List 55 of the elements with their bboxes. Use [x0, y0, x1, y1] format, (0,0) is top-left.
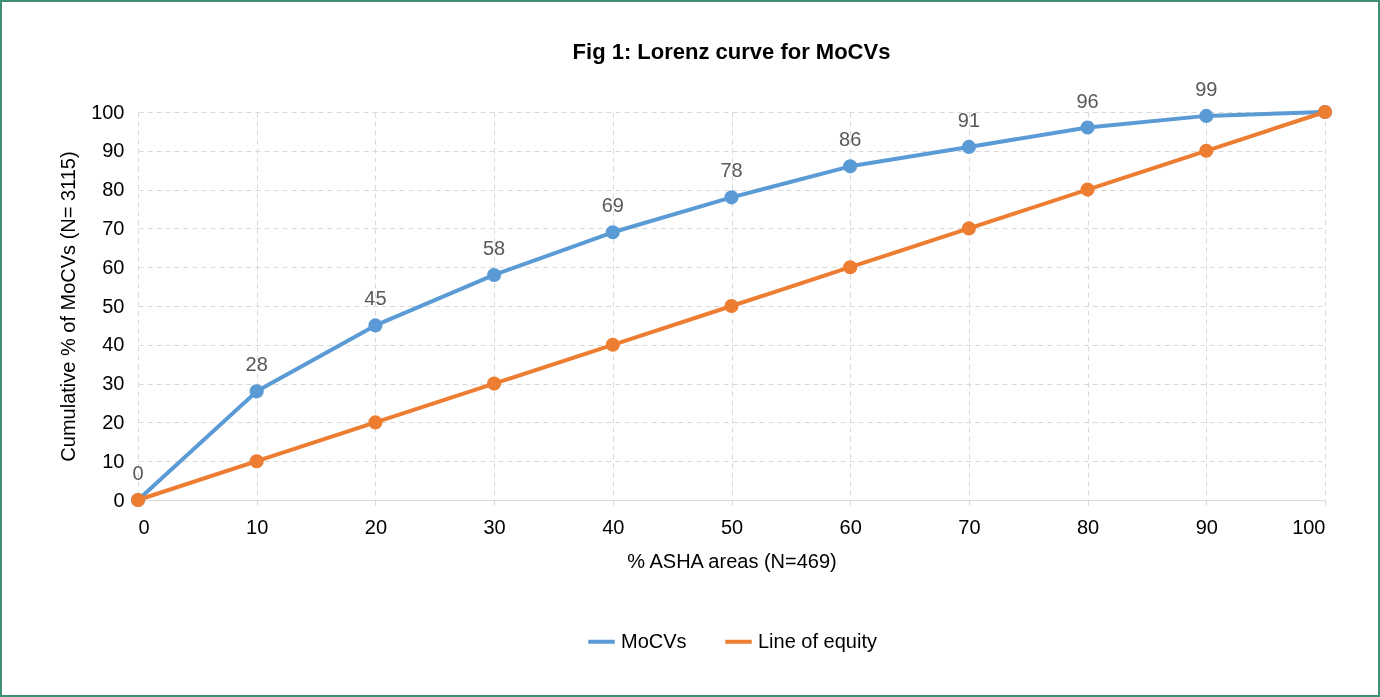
point	[1080, 182, 1095, 197]
data-label: 0	[132, 462, 144, 484]
data-label: 45	[364, 287, 387, 310]
y-tick-label: 60	[102, 255, 125, 278]
point	[1199, 108, 1214, 123]
x-tick-label: 90	[1195, 515, 1218, 538]
point	[487, 376, 502, 391]
y-tick-label: 10	[102, 449, 125, 472]
y-tick-label: 50	[102, 294, 125, 317]
y-tick-label: 30	[102, 372, 125, 395]
point	[249, 384, 264, 399]
point	[1199, 143, 1214, 158]
point	[843, 260, 858, 275]
x-tick-label: 0	[138, 515, 150, 538]
point	[605, 225, 620, 240]
legend-label: Line of equity	[758, 629, 877, 652]
point	[724, 298, 739, 314]
data-label: 58	[482, 236, 506, 259]
y-tick-label: 40	[102, 333, 125, 356]
data-label: 96	[1076, 89, 1099, 112]
x-tick-label: 70	[958, 515, 981, 538]
data-label: 91	[957, 108, 981, 131]
x-axis-title: % ASHA areas (N=469)	[627, 549, 837, 572]
chart-title: Fig 1: Lorenz curve for MoCVs	[572, 38, 891, 64]
point	[961, 139, 976, 154]
y-tick-label: 90	[102, 139, 125, 162]
y-tick-label: 100	[91, 100, 125, 123]
x-tick-label: 50	[720, 515, 744, 538]
y-tick-label: 0	[113, 488, 125, 511]
point	[605, 337, 620, 352]
x-tick-label: 40	[602, 515, 625, 538]
x-tick-label: 100	[1292, 515, 1326, 538]
data-label: 69	[601, 194, 624, 217]
point	[368, 318, 383, 333]
y-tick-label: 20	[102, 410, 125, 433]
point	[843, 159, 858, 174]
point	[249, 454, 264, 469]
y-tick-label: 80	[102, 178, 125, 201]
data-label: 86	[839, 128, 862, 151]
y-axis-title: Cumulative % of MoCVs (N= 3115)	[57, 151, 80, 462]
point	[487, 267, 502, 283]
x-tick-label: 30	[483, 515, 506, 538]
point	[368, 415, 383, 430]
x-tick-label: 10	[246, 515, 269, 538]
x-tick-label: 80	[1076, 515, 1100, 538]
y-tick-label: 70	[102, 216, 125, 239]
x-tick-label: 20	[364, 515, 388, 538]
point	[961, 221, 976, 236]
legend-label: MoCVs	[621, 629, 687, 652]
point	[724, 190, 739, 205]
data-label: 99	[1195, 77, 1218, 100]
data-label: 28	[245, 353, 268, 376]
data-label: 78	[720, 159, 743, 182]
point	[1080, 120, 1095, 135]
x-tick-label: 60	[839, 515, 862, 538]
